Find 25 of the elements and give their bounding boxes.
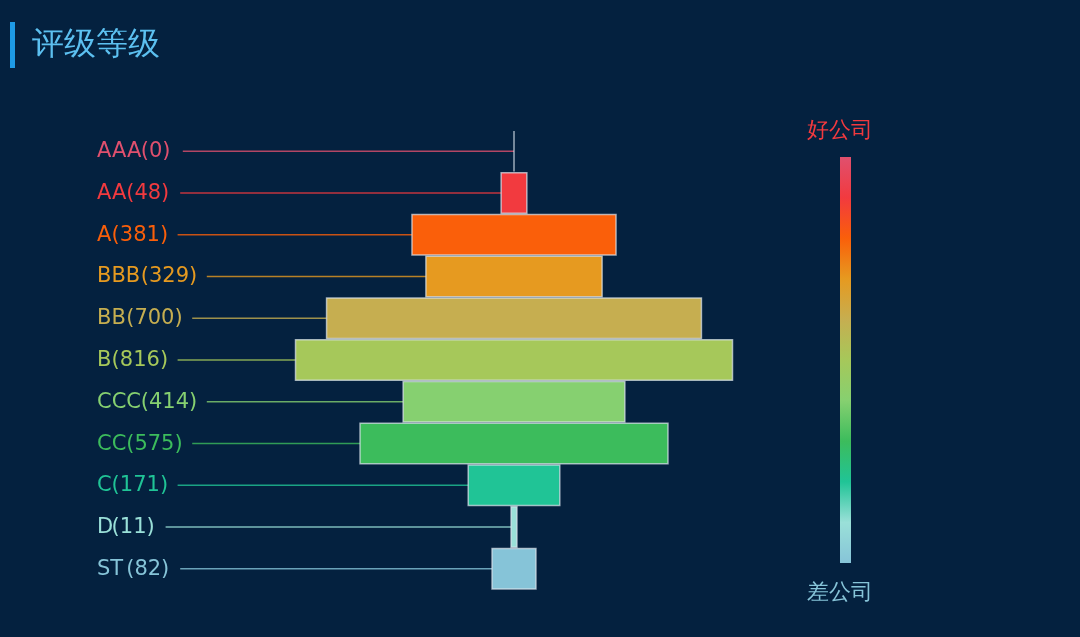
- category-label: D: [97, 514, 114, 538]
- category-label: CC: [97, 430, 127, 455]
- data-label: (329): [140, 263, 198, 288]
- category-label: BBB: [97, 263, 141, 288]
- data-label: (816): [111, 347, 169, 371]
- category-label: A: [97, 221, 112, 246]
- category-label: AA: [97, 180, 127, 204]
- category-label: B: [97, 347, 112, 371]
- data-label: (700): [126, 305, 183, 330]
- data-label: (82): [126, 555, 170, 580]
- data-label: (414): [140, 388, 198, 413]
- data-label: (48): [126, 180, 170, 204]
- text: 差公司: [807, 579, 873, 604]
- text: 评级等级: [32, 24, 160, 62]
- category-label: AAA: [97, 138, 142, 163]
- category-label: CCC: [97, 388, 141, 413]
- data-label: (171): [111, 472, 169, 497]
- data-label: (11): [111, 514, 155, 538]
- category-label: ST: [97, 555, 124, 580]
- category-label: BB: [97, 305, 126, 330]
- category-label: C: [97, 472, 112, 497]
- data-label: (0): [140, 138, 171, 163]
- data-label: (381): [111, 221, 169, 246]
- data-label: (575): [126, 430, 183, 455]
- text: 好公司: [807, 117, 873, 142]
